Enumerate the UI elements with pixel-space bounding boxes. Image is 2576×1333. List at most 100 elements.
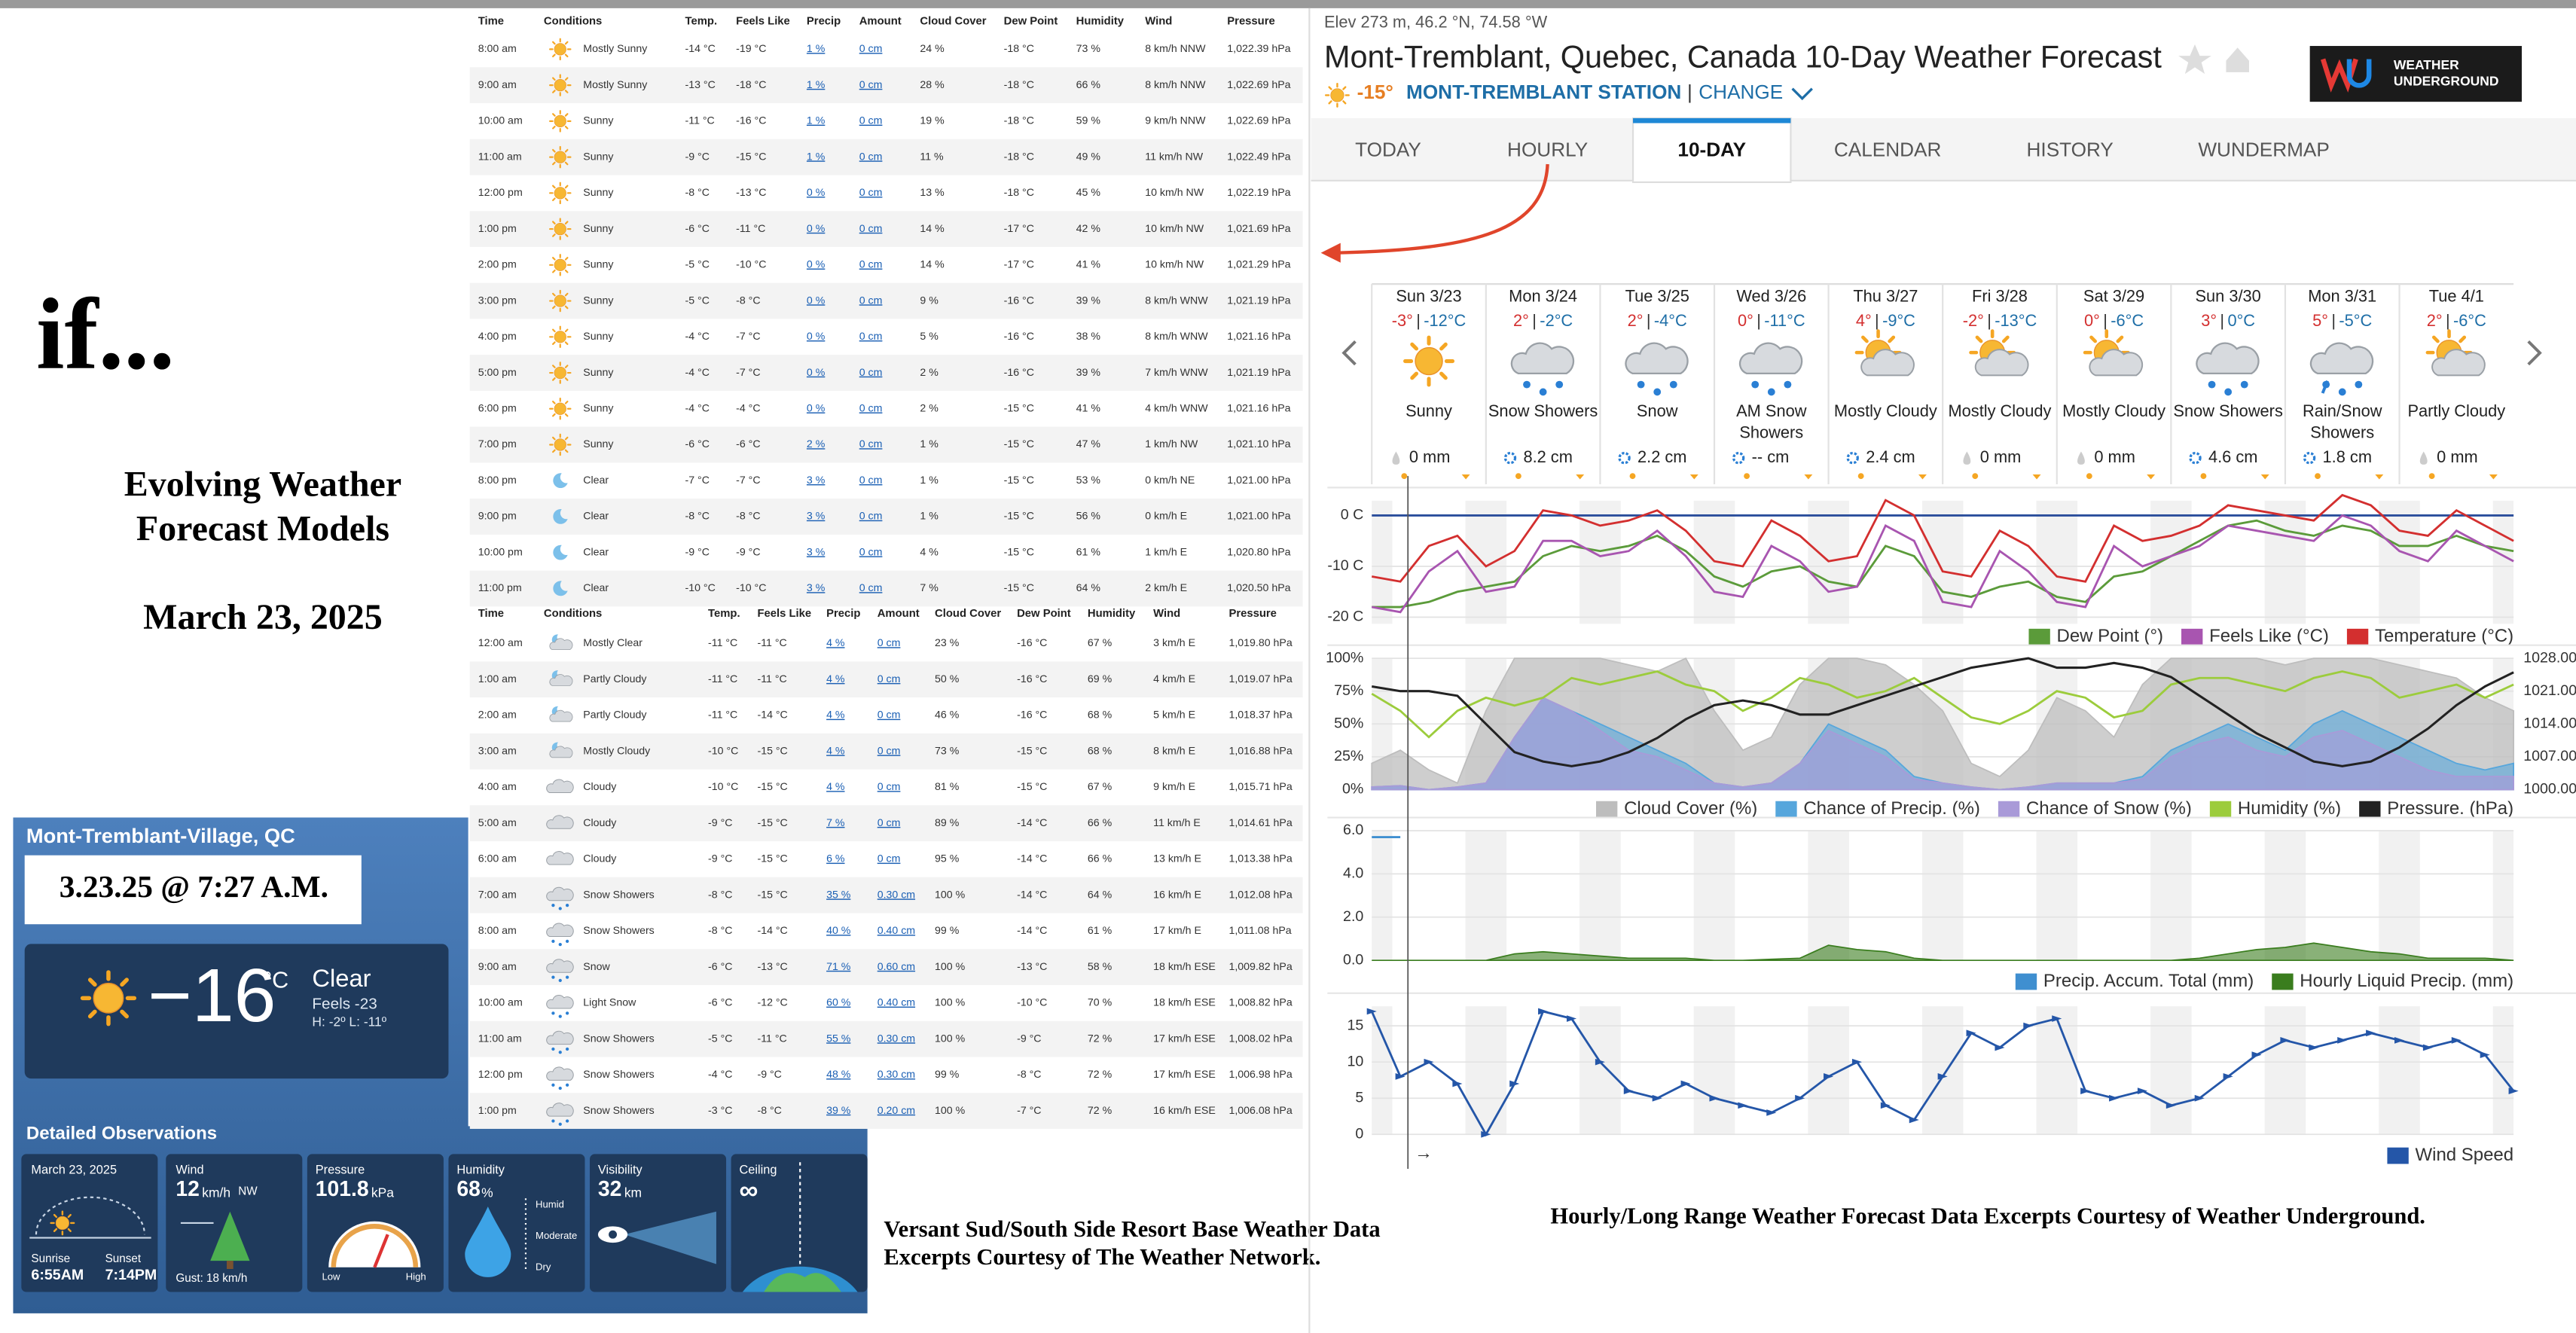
snowflake (2240, 380, 2248, 389)
table-cell: -15 °C (1004, 511, 1034, 523)
table-cell: 0 cm (859, 223, 883, 235)
sun (554, 258, 566, 271)
table-cell: -17 °C (1004, 223, 1034, 235)
home (2226, 47, 2249, 72)
wind-marker (2137, 1087, 2147, 1094)
table-cell: -8 °C (708, 889, 732, 901)
table-cell: 16 km/h ESE (1153, 1105, 1216, 1117)
snowflake (565, 1119, 569, 1123)
caption: Hourly/Long Range Weather Forecast Data … (1550, 1203, 2425, 1228)
table-cell: 1,021.00 hPa (1227, 511, 1290, 523)
table-cell: 66 % (1088, 853, 1113, 865)
day-condition: Mostly Cloudy (1834, 401, 1937, 420)
table-cell: 0 cm (859, 259, 883, 271)
table-cell: -4 °C (685, 403, 710, 415)
table-cell: -5 °C (708, 1033, 732, 1045)
sun-ray (564, 161, 569, 166)
table-cell: 1,021.19 hPa (1227, 294, 1290, 307)
table-cell: -6 °C (708, 997, 732, 1009)
table-cell: 4 % (826, 745, 845, 757)
table-cell: -17 °C (1004, 259, 1034, 271)
table-cell: -7 °C (736, 331, 760, 343)
table-cell: 50 % (935, 673, 960, 685)
table-cell: -15 °C (757, 853, 787, 865)
table-cell: -18 °C (1004, 115, 1034, 127)
legend-swatch (2209, 801, 2232, 818)
table-cell: -18 °C (736, 79, 766, 91)
table-cell: Sunny (583, 331, 614, 343)
table-cell: 1,022.49 hPa (1227, 151, 1290, 163)
table-cell: -15 °C (1004, 474, 1034, 487)
table-cell: -14 °C (1017, 925, 1047, 937)
day-low: 0°C (2227, 311, 2255, 330)
table-cell: -15 °C (1004, 582, 1034, 594)
snowflake (558, 1051, 562, 1054)
day-separator-text: | (2331, 311, 2336, 330)
y2-tick-label: 1021.00 (2523, 682, 2576, 699)
table-header: Precip (826, 608, 860, 620)
table-cell: 4 % (826, 637, 845, 649)
day-high: 2° (1513, 311, 1529, 330)
sun-ray (564, 185, 569, 189)
moon (553, 508, 568, 524)
sun-marker (1744, 473, 1750, 480)
table-cell: -19 °C (736, 43, 766, 55)
table-cell: -12 °C (757, 997, 787, 1009)
sun-ray (552, 148, 556, 153)
sun-arc (35, 1196, 146, 1235)
table-cell: 1 % (920, 511, 939, 523)
sun (554, 151, 566, 163)
table-cell: 2:00 pm (478, 259, 517, 271)
tab[interactable]: 10-DAY (1677, 138, 1746, 160)
table-cell: 0 cm (877, 781, 901, 793)
table-cell: 8 km/h WNW (1145, 331, 1208, 343)
day-date: Fri 3/28 (1972, 286, 2028, 305)
row-shade (469, 355, 1303, 391)
table-cell: 0 % (807, 403, 826, 415)
wind-marker (1538, 1008, 1549, 1015)
day-precip: -- cm (1752, 447, 1790, 466)
cloud (546, 779, 574, 794)
cloud (2309, 342, 2374, 375)
day-precip: 2.2 cm (1637, 447, 1686, 466)
table-cell: 17 km/h ESE (1153, 1033, 1216, 1045)
legend-label: Temperature (°C) (2375, 626, 2513, 646)
table-cell: 14 % (920, 223, 945, 235)
sun-ray (2001, 335, 2010, 343)
day-condition: Snow Showers (1488, 401, 1598, 420)
obs-text: High (406, 1270, 426, 1282)
table-cell: Cloudy (583, 781, 617, 793)
table-cell: 0.40 cm (877, 997, 915, 1009)
obs-text: Visibility (598, 1164, 643, 1177)
tab[interactable]: HOURLY (1507, 138, 1588, 160)
sun-ray (53, 1213, 58, 1219)
snowflake (2322, 380, 2330, 389)
snowflake (551, 939, 555, 943)
snowflake (1523, 380, 1531, 389)
table-header: Humidity (1076, 15, 1125, 27)
night-shade (2264, 1006, 2306, 1135)
tab[interactable]: WUNDERMAP (2198, 138, 2329, 160)
table-cell: -15 °C (1017, 781, 1047, 793)
day-condition: Rain/Snow Showers (2303, 401, 2382, 441)
sun-ray (564, 377, 569, 381)
table-header: Time (478, 15, 504, 27)
tab[interactable]: CALENDAR (1834, 138, 1941, 160)
sun-ray (552, 269, 556, 273)
cloud (1860, 349, 1915, 377)
sun (554, 79, 566, 92)
tab[interactable]: TODAY (1355, 138, 1421, 160)
day-hi-lo: -3° | -12°C (1392, 311, 1467, 330)
table-cell: 89 % (935, 817, 960, 829)
wind-marker (2337, 1037, 2348, 1044)
prev-arrow[interactable] (1341, 340, 1357, 366)
sun-ray (552, 233, 556, 237)
table-cell: -15 °C (736, 151, 766, 163)
tab[interactable]: HISTORY (2027, 138, 2114, 160)
next-arrow[interactable] (2527, 340, 2542, 366)
table-header: Conditions (544, 15, 602, 27)
sun-ray (552, 221, 556, 225)
table-cell: 13 % (920, 187, 945, 199)
legend-label: Humidity (%) (2238, 798, 2341, 819)
day-hi-lo: 2° | -4°C (1628, 311, 1687, 330)
